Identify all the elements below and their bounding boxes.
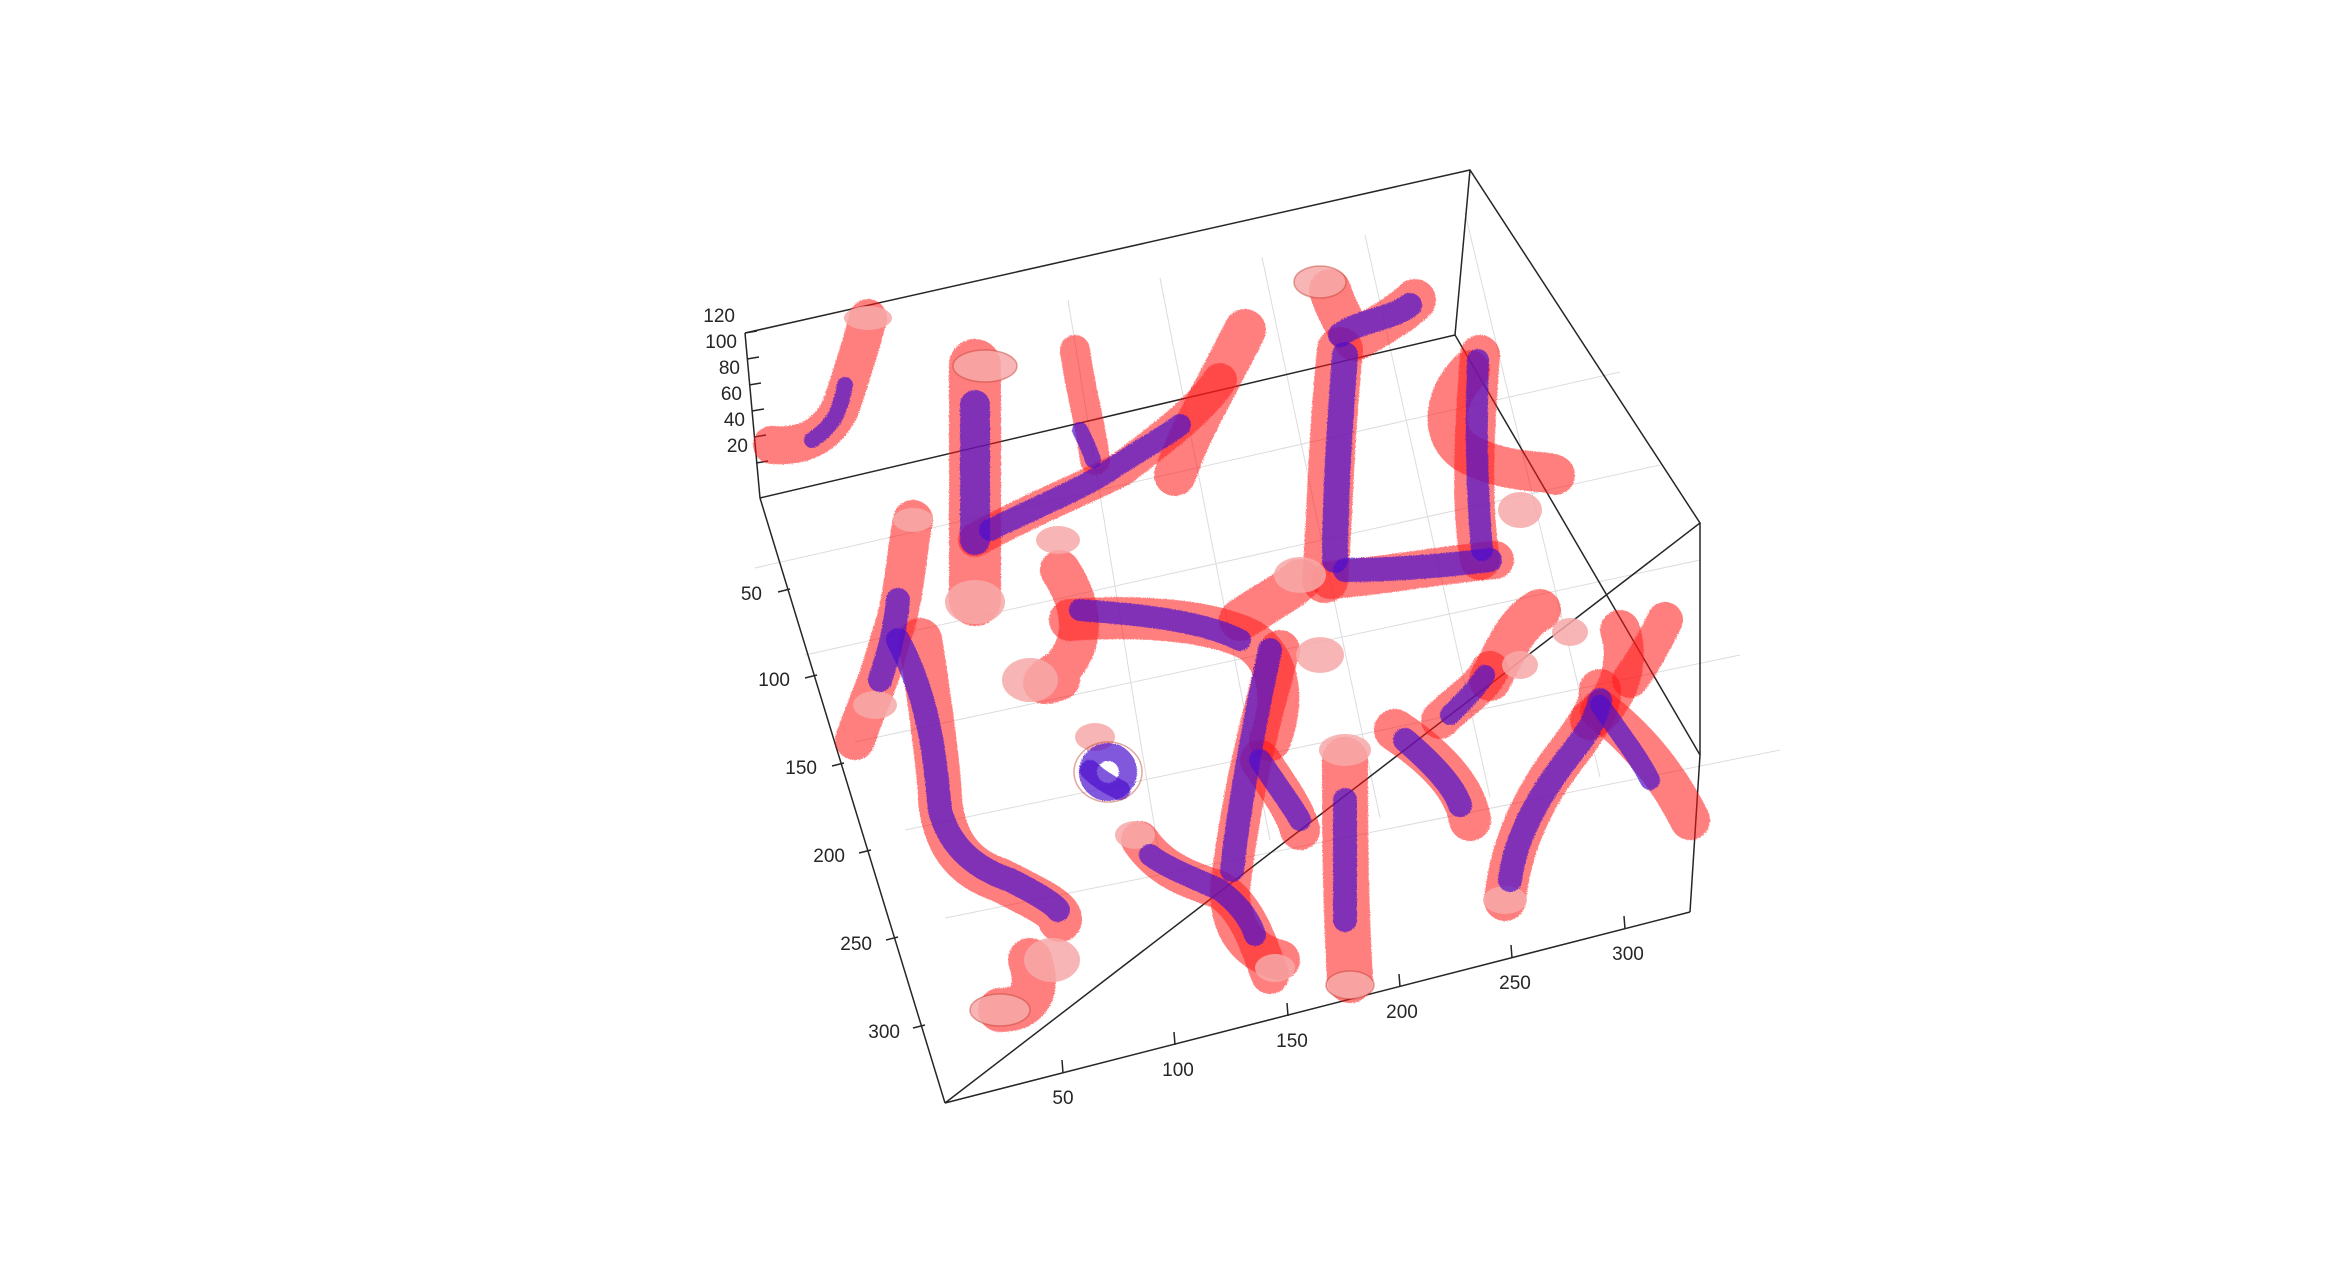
- z-tick-label: 20: [727, 436, 748, 457]
- z-tick-label: 80: [719, 358, 740, 379]
- y-tick-labels: 50 100 150 200 250 300: [741, 584, 900, 1043]
- y-tick-label: 150: [785, 758, 817, 779]
- z-tick-label: 60: [721, 384, 742, 405]
- x-tick-label: 250: [1499, 973, 1531, 994]
- z-tick-label: 120: [703, 306, 735, 327]
- z-tick-labels: 120 100 80 60 40 20: [703, 306, 748, 457]
- x-tick-labels: 50 100 150 200 250 300: [1052, 944, 1643, 1109]
- vessel-outline-accents: [952, 265, 1375, 1027]
- x-tick-label: 300: [1612, 944, 1644, 965]
- tick-marks: [744, 330, 1626, 1074]
- z-tick-label: 100: [705, 332, 737, 353]
- x-tick-label: 150: [1276, 1031, 1308, 1052]
- y-tick-label: 50: [741, 584, 762, 605]
- z-tick-label: 40: [724, 410, 745, 431]
- inner-vessel-surface: [804, 293, 1660, 946]
- y-tick-label: 250: [840, 934, 872, 955]
- y-tick-label: 200: [813, 846, 845, 867]
- x-tick-label: 200: [1386, 1002, 1418, 1023]
- y-tick-label: 100: [758, 670, 790, 691]
- vessel-end-caps: [844, 266, 1588, 1026]
- x-tick-label: 100: [1162, 1060, 1194, 1081]
- x-tick-label: 50: [1052, 1088, 1073, 1109]
- y-tick-label: 300: [868, 1022, 900, 1043]
